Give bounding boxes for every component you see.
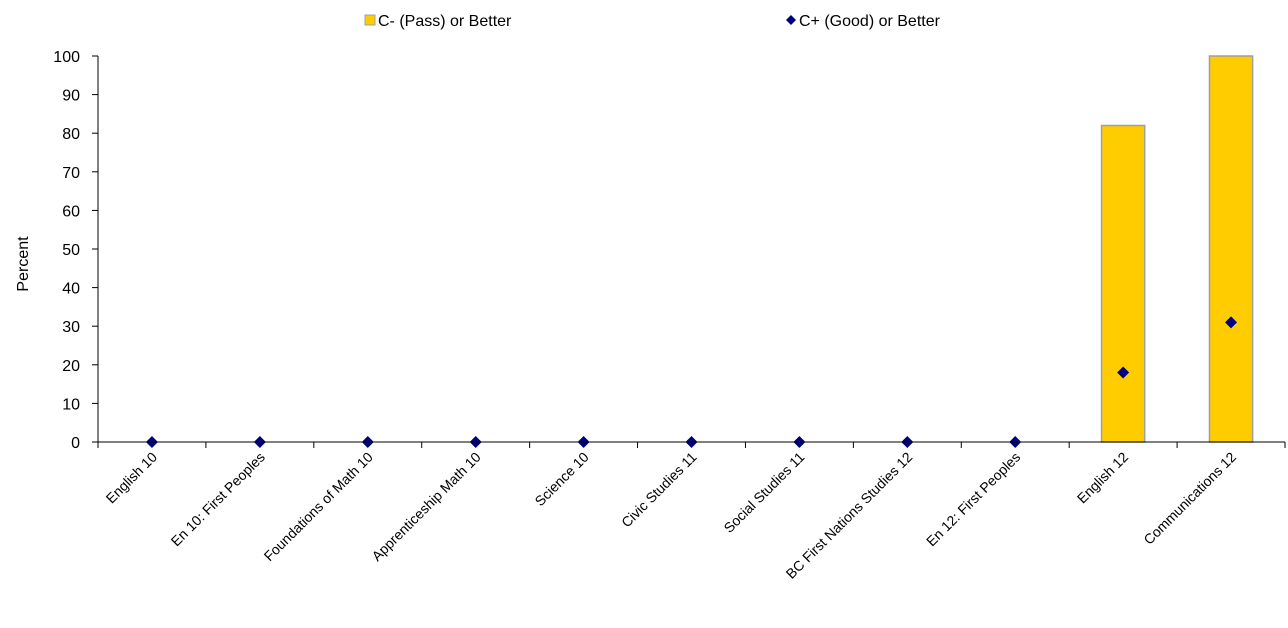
x-tick-label: BC First Nations Studies 12	[783, 449, 916, 582]
legend-item-1: C- (Pass) or Better	[364, 13, 512, 30]
legend-label: C+ (Good) or Better	[799, 13, 941, 30]
x-tick-label: Apprenticeship Math 10	[368, 449, 483, 564]
axes	[97, 56, 1285, 443]
y-tick-label: 100	[53, 49, 80, 66]
y-tick-label: 50	[62, 242, 80, 259]
legend-swatch-diamond	[786, 15, 796, 25]
chart-legend: C- (Pass) or Better C+ (Good) or Better	[364, 13, 941, 30]
bar-10	[1100, 124, 1146, 443]
marker-11	[1225, 316, 1238, 329]
y-tick-label: 0	[71, 435, 80, 452]
x-tick-label: Science 10	[531, 449, 591, 509]
x-tick-label: Communications 12	[1140, 449, 1239, 548]
x-tick-label: Social Studies 11	[720, 449, 807, 536]
x-tick-label: En 12: First Peoples	[923, 449, 1023, 549]
marker-series	[145, 316, 1238, 448]
x-tick-label: Civic Studies 11	[618, 449, 700, 531]
y-tick-label: 90	[62, 88, 80, 105]
bar-series	[1100, 55, 1254, 443]
legend-item-2: C+ (Good) or Better	[786, 13, 941, 30]
y-tick-label: 20	[62, 358, 80, 375]
x-tick-label: Foundations of Math 10	[261, 449, 376, 564]
x-tick-label: En 10: First Peoples	[168, 449, 268, 549]
y-tick-label: 60	[62, 203, 80, 220]
x-tick-label: English 10	[103, 449, 161, 507]
legend-swatch-bar	[364, 14, 376, 26]
x-axis-ticks: English 10 En 10: First PeoplesFoundation…	[97, 442, 1286, 582]
bar-11	[1208, 55, 1254, 443]
x-tick-label: English 12	[1074, 449, 1132, 507]
y-tick-label: 80	[62, 126, 80, 143]
y-axis-label: Percent	[15, 236, 32, 292]
y-tick-label: 70	[62, 165, 80, 182]
y-tick-label: 30	[62, 319, 80, 336]
marker-10	[1117, 366, 1130, 379]
y-tick-label: 40	[62, 281, 80, 298]
legend-label: C- (Pass) or Better	[378, 13, 512, 30]
y-tick-label: 10	[62, 396, 80, 413]
y-axis-ticks: 0 10 20 30 40 50 60 70 80 90 100	[53, 49, 98, 452]
